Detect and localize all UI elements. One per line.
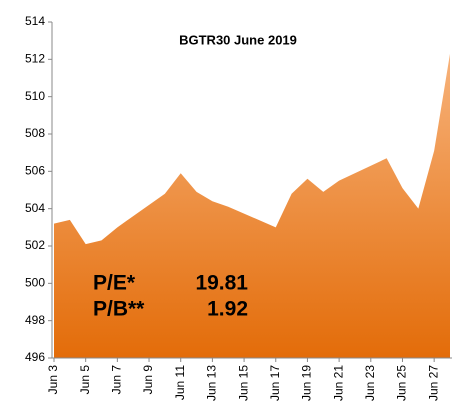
annotation-label: P/E* (93, 272, 136, 295)
x-tick-label: Jun 19 (300, 365, 314, 401)
y-tick-label: 508 (25, 126, 45, 140)
x-tick-label: Jun 7 (110, 365, 124, 395)
x-tick-label: Jun 27 (426, 365, 440, 401)
y-tick-label: 514 (25, 14, 45, 28)
x-tick-label: Jun 13 (205, 365, 219, 401)
y-tick-label: 506 (25, 164, 45, 178)
x-tick-label: Jun 5 (78, 365, 92, 395)
chart-title: BGTR30 June 2019 (179, 32, 297, 47)
y-tick-label: 502 (25, 238, 45, 252)
x-tick-label: Jun 23 (363, 365, 377, 401)
annotation-value: 1.92 (207, 298, 248, 321)
x-tick-label: Jun 17 (268, 365, 282, 401)
y-tick-label: 496 (25, 350, 45, 364)
y-tick-label: 504 (25, 201, 45, 215)
annotation-label: P/B** (93, 298, 145, 321)
x-tick-label: Jun 25 (395, 365, 409, 401)
y-tick-label: 500 (25, 276, 45, 290)
area (54, 53, 450, 358)
y-tick-label: 498 (25, 313, 45, 327)
y-tick-label: 512 (25, 52, 45, 66)
x-tick-label: Jun 9 (141, 365, 155, 395)
annotation-value: 19.81 (195, 272, 248, 295)
x-tick-label: Jun 11 (173, 365, 187, 400)
x-tick-label: Jun 21 (331, 365, 345, 401)
y-tick-label: 510 (25, 89, 45, 103)
x-tick-label: Jun 3 (46, 365, 60, 395)
x-tick-label: Jun 15 (236, 365, 250, 401)
